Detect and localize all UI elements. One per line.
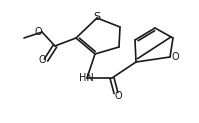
Text: S: S	[94, 12, 100, 22]
Text: O: O	[171, 52, 179, 62]
Text: O: O	[114, 91, 122, 101]
Text: O: O	[38, 55, 46, 65]
Text: O: O	[34, 27, 42, 37]
Text: HN: HN	[79, 73, 93, 83]
